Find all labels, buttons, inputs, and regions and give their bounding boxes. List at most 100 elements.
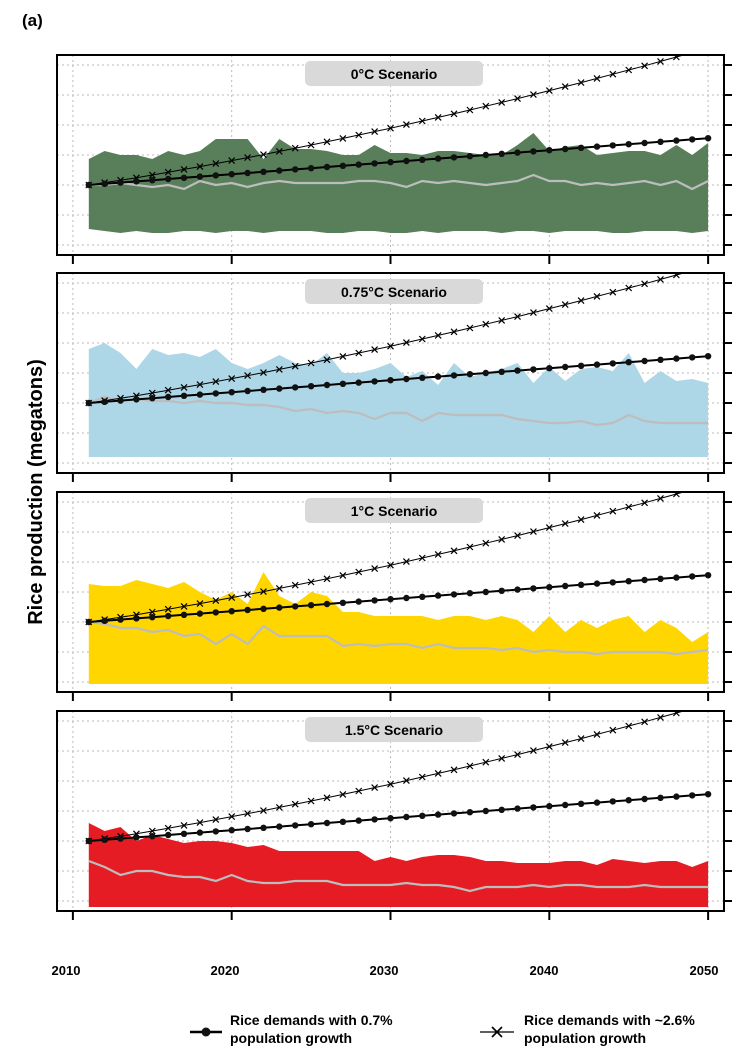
demand-26-point <box>228 157 236 165</box>
demand-26-point <box>355 568 363 576</box>
demand-07-point <box>403 813 410 821</box>
cross-marker-icon <box>491 1026 503 1038</box>
demand-26-point <box>561 739 569 747</box>
demand-26-point <box>561 301 569 309</box>
demand-26-point <box>530 528 537 536</box>
demand-07-point <box>403 157 410 165</box>
demand-07-point <box>530 366 537 373</box>
demand-26-point <box>672 273 680 279</box>
demand-07-point <box>403 375 410 383</box>
demand-07-point <box>625 359 632 366</box>
demand-26-point <box>212 816 220 824</box>
demand-26-point <box>641 280 649 288</box>
demand-26-point <box>625 284 633 292</box>
demand-07-point <box>593 143 601 150</box>
demand-26-point <box>260 151 267 159</box>
demand-07-point <box>641 795 648 803</box>
demand-26-line <box>88 492 686 623</box>
demand-07-point <box>593 799 601 806</box>
demand-26-point <box>545 524 553 532</box>
demand-26-point <box>466 543 474 551</box>
demand-26-point <box>593 511 601 519</box>
demand-26-point <box>561 83 569 91</box>
demand-07-point <box>149 395 156 402</box>
demand-07-point <box>323 819 331 827</box>
demand-07-point <box>387 377 394 384</box>
demand-26-point <box>514 532 521 540</box>
demand-07-point <box>339 599 347 606</box>
demand-26-point <box>212 378 220 386</box>
demand-07-point <box>117 835 124 842</box>
demand-07-point <box>323 381 331 389</box>
demand-07-point <box>307 165 315 172</box>
demand-26-point <box>593 730 601 738</box>
demand-07-point <box>514 367 521 374</box>
demand-07-point <box>577 800 585 807</box>
demand-26-point <box>705 263 711 269</box>
demand-07-point <box>387 596 394 603</box>
demand-07-point <box>434 811 442 818</box>
demand-07-point <box>212 828 219 835</box>
demand-26-point <box>434 550 442 558</box>
demand-26-point <box>387 342 394 350</box>
demand-26-point <box>307 797 315 805</box>
demand-26-point <box>323 794 331 802</box>
demand-26-point <box>466 762 474 770</box>
demand-26-point <box>657 275 664 283</box>
x-tick-label: 2020 <box>211 963 240 978</box>
demand-26-point <box>657 713 664 721</box>
demand-26-point <box>514 95 521 103</box>
demand-26-point <box>545 305 553 313</box>
demand-26-point <box>641 499 649 507</box>
demand-07-point <box>101 617 108 624</box>
demand-07-point <box>466 590 474 597</box>
demand-07-point <box>625 141 632 148</box>
panel-label: (a) <box>22 11 43 30</box>
demand-26-point <box>371 128 379 136</box>
demand-07-point <box>339 380 347 387</box>
median-production-line <box>88 620 709 656</box>
demand-26-point <box>387 780 394 788</box>
demand-07-point <box>450 810 458 817</box>
demand-07-point <box>292 166 299 173</box>
demand-26-point <box>323 356 331 364</box>
demand-07-point <box>260 824 267 831</box>
demand-07-point <box>117 397 124 404</box>
demand-07-point <box>228 608 235 615</box>
demand-07-point <box>196 391 204 398</box>
demand-07-point <box>482 369 489 377</box>
demand-26-point <box>545 87 553 95</box>
scenario-title: 1.5°C Scenario <box>345 722 443 738</box>
demand-07-point <box>450 372 458 379</box>
demand-07-point <box>450 591 458 598</box>
demand-07-point <box>85 837 93 845</box>
scenario-panel-075c: 0.75°C Scenario <box>56 263 732 482</box>
demand-07-line <box>88 793 709 842</box>
demand-26-point <box>530 309 537 317</box>
demand-26-point <box>593 74 601 82</box>
demand-07-point <box>133 396 140 403</box>
demand-07-point <box>180 174 188 181</box>
demand-26-point <box>339 352 347 360</box>
demand-26-point <box>418 773 426 781</box>
demand-07-point <box>641 576 648 584</box>
demand-07-point <box>101 180 108 187</box>
demand-07-point <box>562 145 569 153</box>
demand-07-point <box>244 606 251 614</box>
demand-26-point <box>434 331 442 339</box>
demand-26-point <box>482 320 490 328</box>
x-tick-label: 2040 <box>530 963 559 978</box>
demand-07-point <box>704 572 712 579</box>
demand-07-point <box>196 829 204 836</box>
demand-26-point <box>355 349 363 357</box>
scenario-title: 0.75°C Scenario <box>341 284 447 300</box>
demand-07-point <box>657 138 664 145</box>
demand-26-point <box>434 769 442 777</box>
demand-07-point <box>276 167 283 174</box>
demand-26-point <box>609 70 617 78</box>
demand-07-point <box>434 592 442 599</box>
demand-07-point <box>260 605 267 612</box>
demand-07-line <box>88 137 709 186</box>
demand-26-point <box>180 383 188 391</box>
demand-07-point <box>276 385 283 392</box>
